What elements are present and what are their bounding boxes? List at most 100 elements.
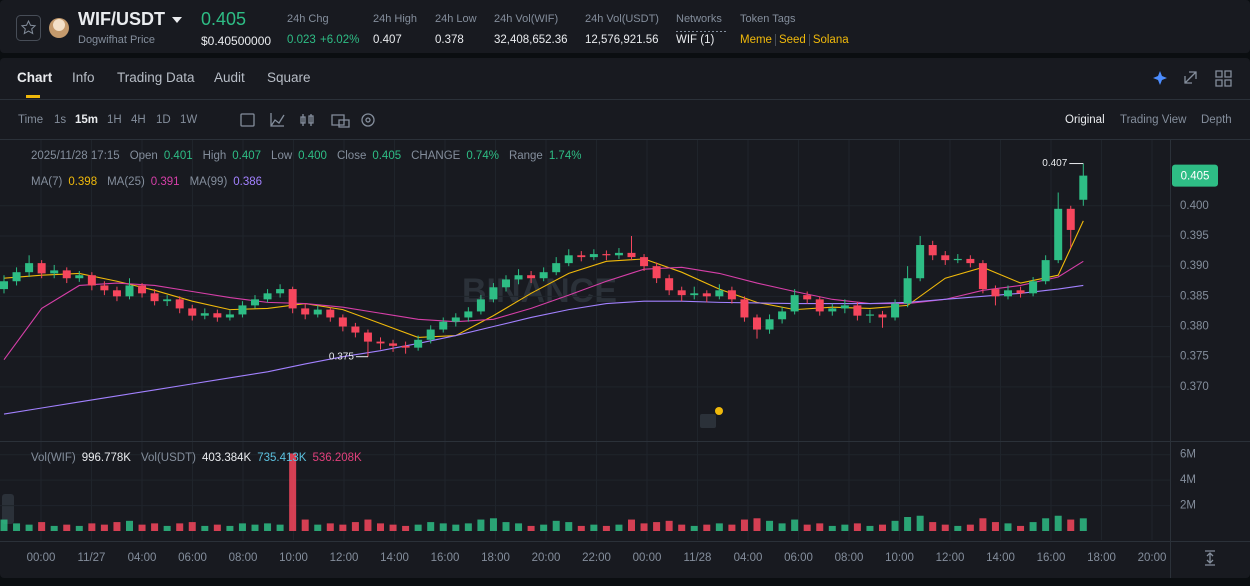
settings-icon[interactable]: [361, 113, 375, 127]
candle-body: [25, 263, 34, 273]
volume-bar: [715, 523, 723, 531]
candle-body: [401, 345, 410, 348]
token-tag[interactable]: Meme: [740, 34, 772, 46]
token-tag[interactable]: Solana: [808, 34, 852, 46]
candle-body: [1016, 290, 1025, 294]
layout-icon[interactable]: [1215, 70, 1232, 87]
toolbar-icons: [240, 70, 1232, 566]
volume-bar: [151, 523, 159, 531]
volume-bar: [464, 523, 472, 531]
legend-value: 0.74%: [466, 150, 499, 162]
view-option[interactable]: Original: [1065, 114, 1105, 126]
fullscreen-icon[interactable]: [1184, 71, 1197, 84]
legend-date: 2025/11/28 17:15: [31, 150, 120, 162]
volume-bar: [879, 524, 886, 531]
candle-icon[interactable]: [300, 114, 314, 126]
stat-label: Networks: [676, 13, 722, 25]
pair-dropdown[interactable]: [172, 17, 182, 23]
time-label: 12:00: [936, 552, 965, 564]
volume-bar: [904, 517, 912, 531]
interval[interactable]: 1D: [156, 114, 171, 126]
volume-bar: [916, 515, 924, 531]
tab[interactable]: Trading Data: [117, 70, 195, 85]
volume-bar: [213, 524, 221, 531]
price-usd: $0.40500000: [201, 34, 272, 48]
interval[interactable]: 1W: [180, 114, 198, 126]
candle-body: [238, 305, 247, 315]
chart-type-icon[interactable]: [270, 113, 285, 127]
legend-label: Range: [508, 150, 543, 162]
watermark: BINANCE: [462, 272, 617, 310]
legend-label: CHANGE: [411, 150, 461, 162]
volume-bar: [640, 523, 648, 531]
pair-name: WIF/USDT: [78, 9, 165, 29]
event-icon[interactable]: [700, 414, 716, 428]
candle-body: [828, 308, 837, 312]
volume-label: Vol(WIF): [31, 452, 76, 464]
interval[interactable]: 4H: [131, 114, 146, 126]
template-icon[interactable]: [331, 114, 350, 128]
candle-body: [677, 290, 686, 296]
legend-value: 0.405: [372, 150, 402, 162]
view-option[interactable]: Trading View: [1120, 114, 1187, 126]
candle-body: [363, 332, 372, 342]
tab[interactable]: Audit: [214, 70, 245, 85]
volume-bar: [0, 519, 8, 531]
ai-icon[interactable]: [1153, 71, 1167, 85]
candle-body: [376, 341, 385, 344]
event-dot: [715, 407, 723, 415]
time-label: 06:00: [784, 552, 813, 564]
token-tag[interactable]: Seed: [774, 34, 809, 46]
volume-bar: [38, 522, 46, 531]
time-label: 12:00: [330, 552, 359, 564]
interval[interactable]: 15m: [75, 114, 99, 126]
settings-icon-core: [365, 117, 371, 123]
volume-bar: [289, 453, 297, 531]
candle-body: [715, 290, 724, 297]
volume-bar: [226, 525, 234, 531]
indicator-icon[interactable]: [240, 113, 255, 127]
tab[interactable]: Info: [72, 70, 95, 85]
volume-bar: [590, 524, 598, 531]
candle-body: [301, 308, 310, 315]
candle-body: [112, 290, 121, 297]
candle-body: [865, 314, 874, 316]
volume-label: Vol(USDT): [140, 452, 196, 464]
volume-value: 536.208K: [312, 452, 362, 464]
candle-body: [815, 299, 824, 312]
ohlc-legend: 2025/11/28 17:15 Open 0.401 High 0.407 Low 0.4…: [31, 150, 581, 162]
legend-label: Open: [129, 150, 158, 162]
candle-body: [589, 254, 598, 258]
interval[interactable]: 1s: [54, 114, 67, 126]
y-tick-label: 0.385: [1180, 290, 1209, 302]
tab[interactable]: Square: [267, 70, 311, 85]
volume-bar: [941, 524, 949, 531]
volume-bar: [653, 522, 661, 531]
favorite-button[interactable]: [16, 15, 41, 41]
candle-body: [966, 258, 975, 264]
volume-bar: [113, 522, 121, 531]
candle-body: [351, 326, 360, 333]
volume-bar: [540, 524, 548, 531]
stat-value: 12,576,921.56: [585, 34, 659, 46]
panel-toggle[interactable]: [2, 494, 14, 524]
last-price-tag: [1172, 164, 1218, 187]
candle-body: [916, 245, 925, 279]
volume-bar: [866, 525, 874, 531]
volume-bar: [126, 520, 133, 531]
view-option[interactable]: Depth: [1201, 114, 1232, 126]
scale-icon[interactable]: [1205, 550, 1215, 566]
y-tick-label: 0.390: [1180, 260, 1209, 272]
y-tick-label: 0.375: [1180, 351, 1209, 363]
interval[interactable]: 1H: [107, 114, 122, 126]
volume-bar: [452, 524, 460, 531]
candle-body: [803, 295, 812, 300]
volume-bar: [1017, 525, 1025, 531]
candle-body: [163, 299, 172, 302]
candle-body: [614, 252, 623, 256]
grid: [0, 140, 1170, 540]
tab[interactable]: Chart: [17, 70, 53, 85]
time-label: 16:00: [1037, 552, 1066, 564]
candle-body: [326, 309, 335, 318]
